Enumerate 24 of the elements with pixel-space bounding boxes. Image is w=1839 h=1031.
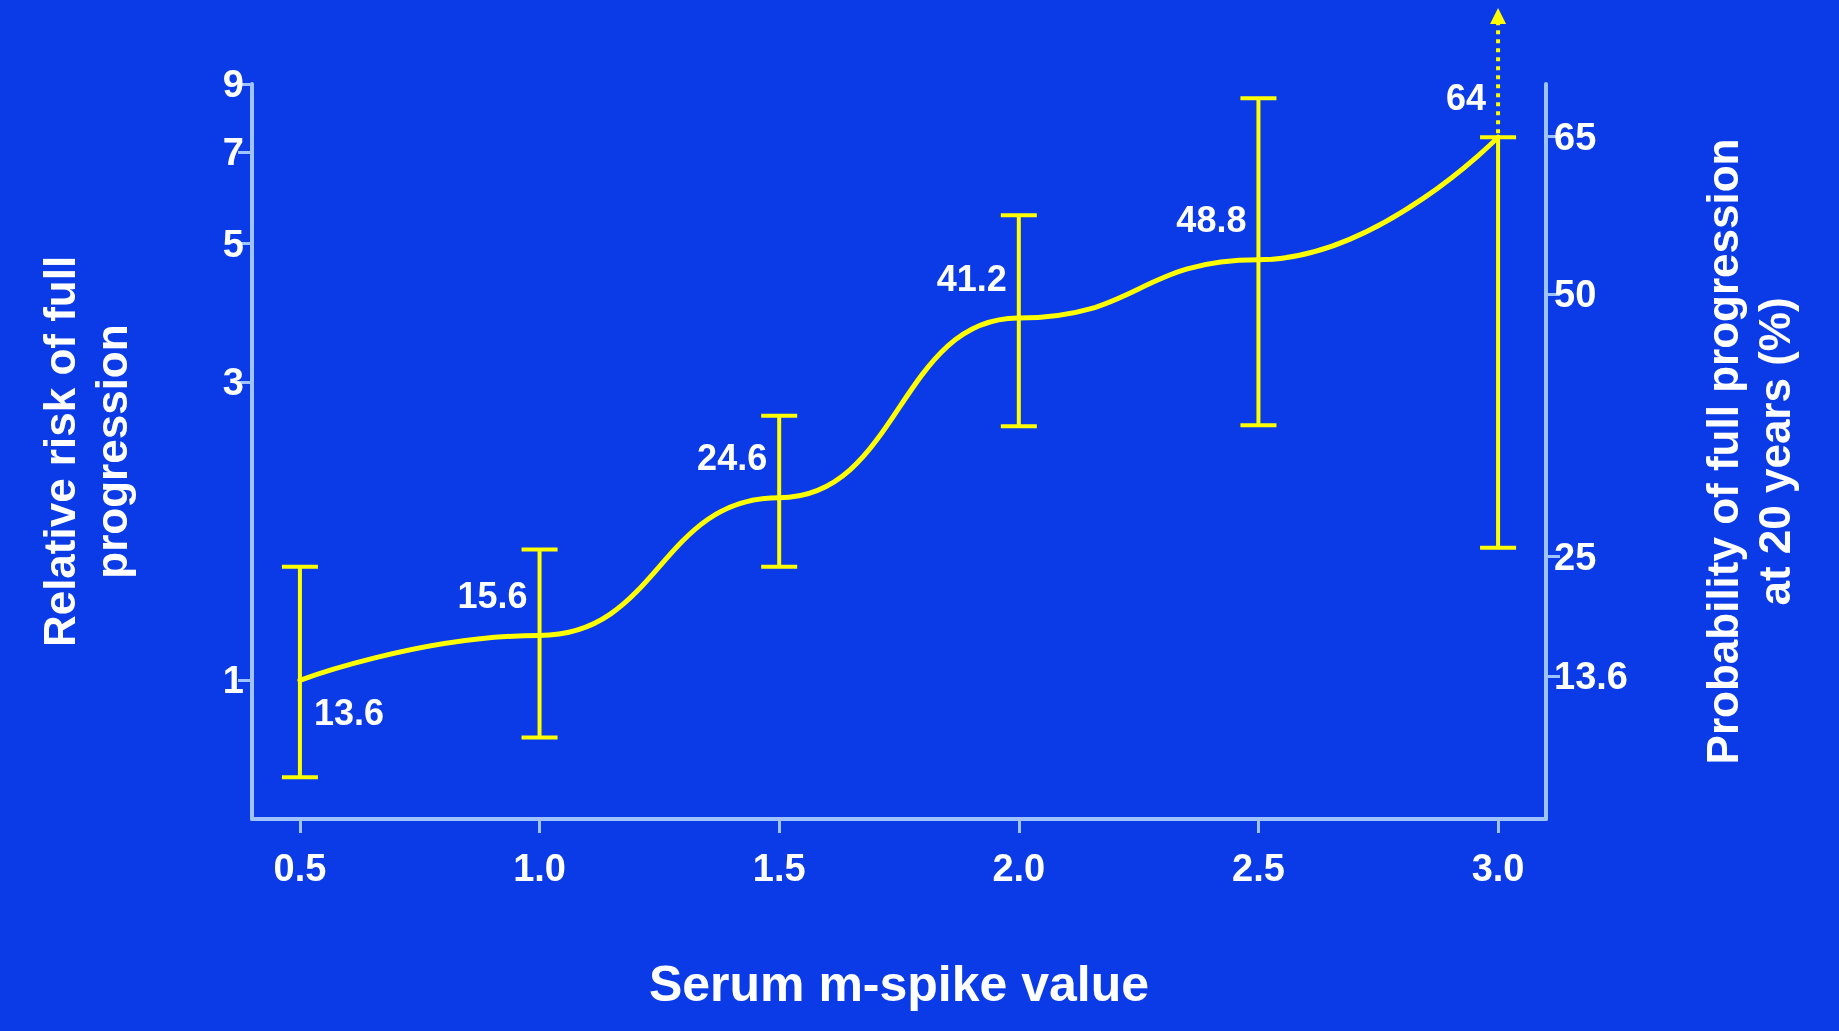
y-tick-label: 3 [222, 361, 244, 404]
x-tick-label: 2.5 [1232, 847, 1285, 889]
x-tick-label: 1.5 [752, 847, 806, 889]
annotation: 13.6 [313, 691, 384, 733]
x-tick-label: 0.5 [273, 847, 327, 889]
x-tick-label: 2.0 [992, 847, 1046, 889]
y-axis-title: Relative risk of full progression [34, 255, 136, 648]
x-tick-label: 1.0 [513, 847, 566, 889]
y2-tick-label: 13.6 [1554, 655, 1628, 698]
x-axis-title: Serum m-spike value [648, 956, 1150, 1012]
y2-tick-label: 25 [1554, 535, 1597, 578]
y-tick-label: 5 [222, 222, 244, 265]
annotation: 24.6 [697, 437, 768, 479]
y-tick-label: 1 [222, 659, 244, 702]
x-tick-label: 3.0 [1471, 847, 1525, 889]
y2-axis-title: Probability of full progression at 20 years (%) [1697, 138, 1799, 765]
y2-tick-label: 65 [1554, 115, 1597, 158]
y-tick-label: 7 [222, 131, 244, 174]
annotation: 64 [1446, 76, 1487, 118]
y-tick-label: 9 [222, 63, 244, 105]
annotation: 15.6 [457, 574, 528, 616]
annotation: 48.8 [1176, 199, 1247, 241]
y2-tick-label: 50 [1554, 273, 1597, 315]
annotation: 41.2 [936, 257, 1007, 299]
